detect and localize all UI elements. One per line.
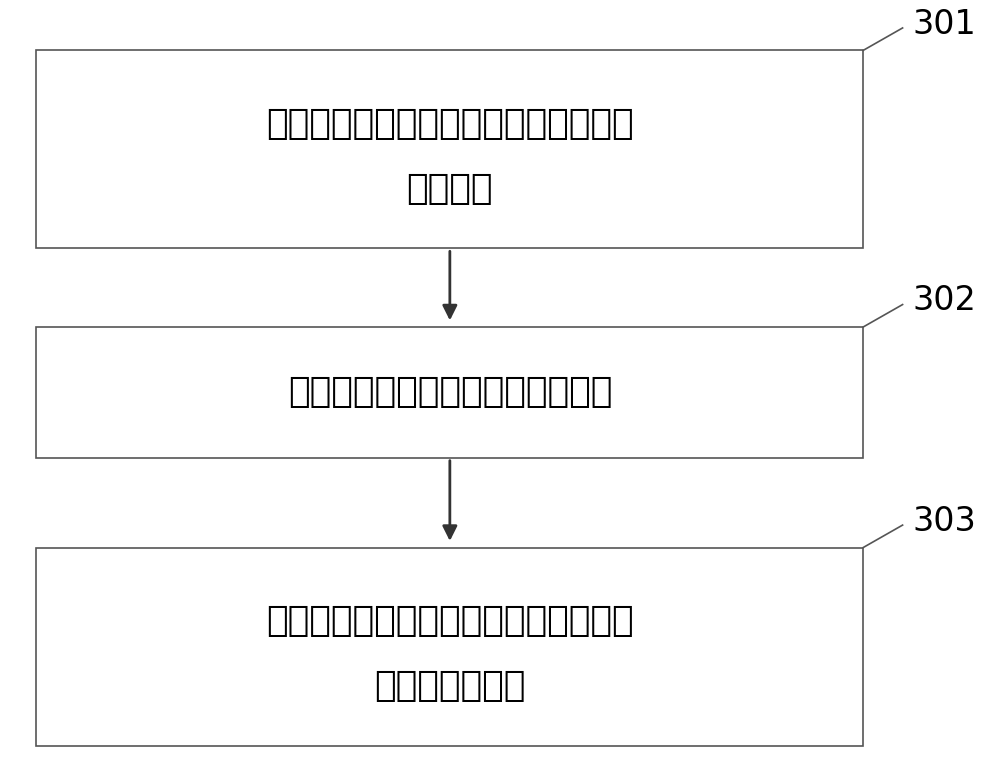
Bar (36, 547, 863, 746)
Text: 根据预设条件，进一步对确定得到的动: 根据预设条件，进一步对确定得到的动 (266, 604, 634, 638)
Text: 303: 303 (912, 505, 976, 538)
Text: 态子帧进行配置: 态子帧进行配置 (374, 669, 526, 703)
Text: 301: 301 (912, 8, 976, 41)
Bar (36, 50, 863, 249)
Text: 302: 302 (912, 284, 976, 317)
Text: 基站将用于指示子帧配置的信息发送至: 基站将用于指示子帧配置的信息发送至 (266, 107, 634, 141)
Bar (36, 327, 863, 458)
Text: 用户终端确定无线帧中子帧的类型: 用户终端确定无线帧中子帧的类型 (288, 375, 612, 409)
Text: 用户终端: 用户终端 (407, 172, 493, 206)
